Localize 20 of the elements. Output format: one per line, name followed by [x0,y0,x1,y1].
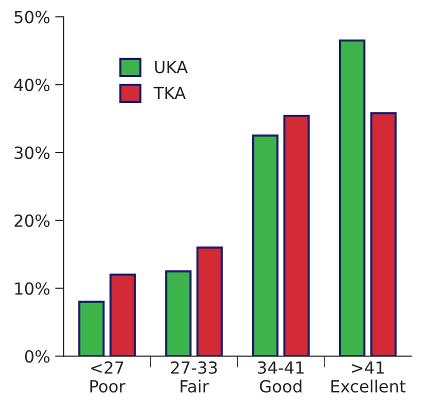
legend-label: UKA [155,60,188,74]
x-tick-label: <27 Poor [90,361,126,393]
bar [283,114,310,356]
y-tick-label: 10% [15,282,50,295]
bar [78,300,105,356]
bar [165,270,192,356]
x-tick-label: 34-41 Good [258,361,304,393]
bar [252,134,278,356]
y-tick-label: 0% [25,350,50,363]
bar [370,112,397,356]
x-tick-label: 27-33 Fair [170,361,217,393]
x-tick-label: >41 Excellent [331,362,406,393]
y-tick-label: 40% [14,78,50,92]
bar [196,246,223,356]
bar [338,39,366,356]
legend-label: TKA [154,86,186,100]
y-tick-label: 50% [14,10,50,24]
bar [109,274,136,356]
y-tick-label: 20% [14,214,50,227]
y-tick-label: 30% [14,146,50,160]
